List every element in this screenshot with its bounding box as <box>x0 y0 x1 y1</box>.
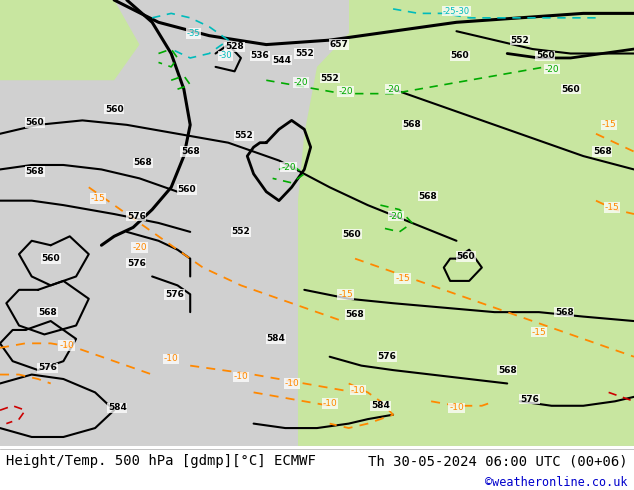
Text: Th 30-05-2024 06:00 UTC (00+06): Th 30-05-2024 06:00 UTC (00+06) <box>368 454 628 468</box>
Text: 528: 528 <box>225 42 244 51</box>
Text: 560: 560 <box>342 230 361 239</box>
Text: -15: -15 <box>601 121 616 129</box>
Text: -20: -20 <box>281 163 296 172</box>
Text: 560: 560 <box>25 118 44 127</box>
Text: 584: 584 <box>108 403 127 413</box>
Text: 568: 568 <box>555 308 574 317</box>
Text: 560: 560 <box>450 51 469 60</box>
Text: 560: 560 <box>456 252 476 261</box>
Text: 576: 576 <box>165 290 184 299</box>
Text: -10: -10 <box>59 341 74 350</box>
Text: -15: -15 <box>395 274 410 283</box>
Text: 552: 552 <box>510 36 529 45</box>
Polygon shape <box>0 0 634 446</box>
Polygon shape <box>0 0 139 80</box>
Text: 576: 576 <box>38 364 57 372</box>
Text: Height/Temp. 500 hPa [gdmp][°C] ECMWF: Height/Temp. 500 hPa [gdmp][°C] ECMWF <box>6 454 316 468</box>
Text: -20: -20 <box>389 212 404 221</box>
Text: -20: -20 <box>385 85 401 94</box>
Text: -10: -10 <box>233 372 249 381</box>
Text: 552: 552 <box>231 227 250 236</box>
Text: 568: 568 <box>418 192 437 201</box>
Text: 568: 568 <box>346 310 365 319</box>
Text: -15: -15 <box>91 194 106 203</box>
Polygon shape <box>298 0 634 446</box>
Text: 560: 560 <box>41 254 60 263</box>
Text: -10: -10 <box>351 386 366 394</box>
Text: -35: -35 <box>186 29 200 38</box>
Text: 657: 657 <box>330 40 349 49</box>
Text: -20: -20 <box>132 243 147 252</box>
Text: 560: 560 <box>536 51 555 60</box>
Text: 552: 552 <box>295 49 314 58</box>
Text: 584: 584 <box>266 334 285 343</box>
Text: 560: 560 <box>178 185 197 194</box>
Text: -10: -10 <box>322 399 337 408</box>
Polygon shape <box>349 0 444 53</box>
Text: 576: 576 <box>127 212 146 221</box>
Text: -10: -10 <box>284 379 299 388</box>
Text: 568: 568 <box>25 167 44 176</box>
Text: 568: 568 <box>593 147 612 156</box>
Text: 568: 568 <box>403 121 422 129</box>
Text: -20: -20 <box>338 87 353 96</box>
Text: -15: -15 <box>531 328 547 337</box>
Text: -30: -30 <box>218 51 232 60</box>
Text: 576: 576 <box>127 259 146 268</box>
Text: 568: 568 <box>133 158 152 167</box>
Text: 552: 552 <box>320 74 339 82</box>
Text: 568: 568 <box>181 147 200 156</box>
Text: 544: 544 <box>273 56 292 65</box>
Text: 576: 576 <box>520 394 539 404</box>
Text: 576: 576 <box>377 352 396 361</box>
Text: 536: 536 <box>250 51 269 60</box>
Text: -10: -10 <box>164 354 179 364</box>
Text: 568: 568 <box>38 308 57 317</box>
Text: -20: -20 <box>294 78 309 87</box>
Text: -25-30: -25-30 <box>443 7 470 16</box>
Text: ©weatheronline.co.uk: ©weatheronline.co.uk <box>485 476 628 489</box>
Text: 568: 568 <box>498 366 517 374</box>
Text: -15: -15 <box>338 290 353 299</box>
Text: -20: -20 <box>544 65 559 74</box>
Text: -15: -15 <box>604 203 619 212</box>
Text: 552: 552 <box>235 131 254 141</box>
Text: -10: -10 <box>449 403 464 413</box>
Text: 560: 560 <box>105 105 124 114</box>
Text: 584: 584 <box>371 401 390 410</box>
Text: 560: 560 <box>561 85 580 94</box>
